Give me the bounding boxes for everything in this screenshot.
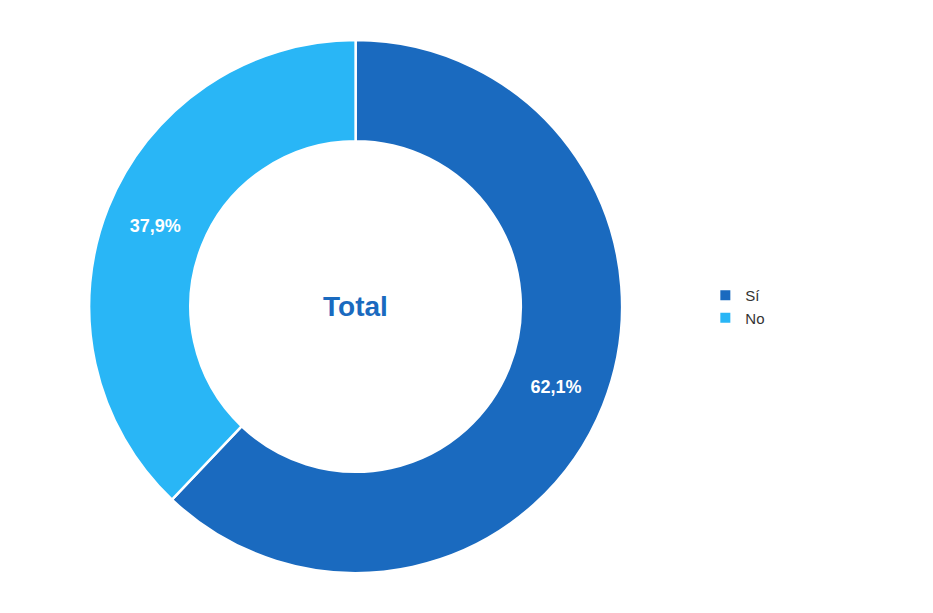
svg-text:Total: Total: [323, 291, 388, 322]
svg-text:No: No: [745, 310, 764, 327]
svg-text:62,1%: 62,1%: [531, 377, 582, 397]
svg-text:37,9%: 37,9%: [130, 216, 181, 236]
svg-text:Sí: Sí: [745, 287, 760, 304]
